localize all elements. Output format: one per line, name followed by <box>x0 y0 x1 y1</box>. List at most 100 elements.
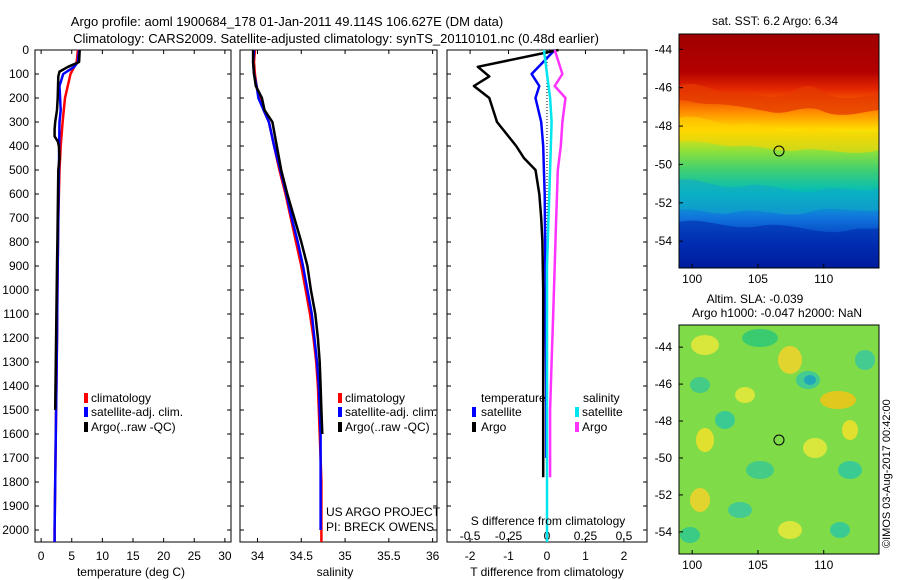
credit-project: US ARGO PROJECT <box>326 505 441 519</box>
series-salinity-argo <box>548 49 567 478</box>
x-tick-label: -2 <box>465 549 476 563</box>
lat-tick-label: -52 <box>655 196 673 210</box>
imos-timestamp: ©IMOS 03-Aug-2017 00:42:00 <box>881 399 893 548</box>
depth-tick-label: 200 <box>9 91 29 105</box>
depth-tick-label: 300 <box>9 115 29 129</box>
depth-tick-label: 1600 <box>2 427 29 441</box>
legend-swatch-argo <box>338 422 342 432</box>
credit-pi: PI: BRECK OWENS <box>326 520 434 534</box>
sla-anomaly <box>690 377 710 393</box>
legend-label-climatology: climatology <box>91 391 151 405</box>
depth-tick-label: 1000 <box>2 283 29 297</box>
depth-tick-label: 900 <box>9 259 29 273</box>
salinity-plot: 34 34.5 35 35.5 36 <box>251 49 440 563</box>
sla-anomaly <box>830 522 850 538</box>
depth-tick-label: 100 <box>9 67 29 81</box>
sla-anomaly <box>820 391 856 409</box>
argo-float-marker <box>773 434 785 446</box>
difference-legend: temperature salinity satellite Argo sate… <box>472 391 623 434</box>
sst-cool-band <box>679 179 879 215</box>
depth-tick-label: 1300 <box>2 355 29 369</box>
lon-tick-label: 110 <box>814 272 833 286</box>
lat-tick-label: -48 <box>655 119 673 133</box>
sla-anomaly <box>778 521 802 539</box>
sla-anomaly <box>696 428 714 452</box>
x-tick-label: 1 <box>582 549 589 563</box>
sla-anomaly <box>746 461 774 479</box>
depth-tick-label: 400 <box>9 139 29 153</box>
lon-tick-label: 105 <box>748 272 768 286</box>
depth-tick-label: 800 <box>9 235 29 249</box>
legend-temperature-title: temperature <box>481 391 546 405</box>
x-tick-label: 15 <box>126 549 140 563</box>
sla-anomaly <box>803 438 827 458</box>
series-temperature-argo <box>472 48 559 478</box>
legend-swatch-climatology <box>84 393 88 403</box>
depth-axis: 0 100 200 300 400 500 600 700 800 900 1000 1100 1200… <box>2 43 647 537</box>
lon-tick-label: 110 <box>814 558 833 572</box>
x-tick-label: 34 <box>251 549 265 563</box>
depth-tick-label: 2000 <box>2 523 29 537</box>
depth-tick-label: 0 <box>22 43 29 57</box>
x-tick-label: 0 <box>544 549 551 563</box>
lon-tick-label: 105 <box>748 558 768 572</box>
lon-tick-label: 100 <box>682 272 702 286</box>
lat-tick-label: -50 <box>655 157 673 171</box>
sla-anomaly <box>691 335 719 355</box>
legend-label-satellite: satellite-adj. clim. <box>91 405 183 419</box>
sla-map <box>679 325 879 554</box>
x-tick-label: 36 <box>426 549 440 563</box>
x-tick-label: 25 <box>188 549 202 563</box>
lat-tick-label: -46 <box>655 81 673 95</box>
lat-tick-label: -46 <box>655 377 673 391</box>
x-tick-label: 35 <box>338 549 352 563</box>
legend-label-sal-argo: Argo <box>582 420 608 434</box>
salinity-legend: climatology satellite-adj. clim. Argo(..… <box>326 391 441 534</box>
sst-warm-front <box>679 83 879 115</box>
x-tick-label: 30 <box>218 549 232 563</box>
legend-label-climatology: climatology <box>345 391 405 405</box>
depth-tick-label: 1100 <box>3 307 29 321</box>
depth-tick-label: 1800 <box>2 475 29 489</box>
panel-salinity-frame <box>239 49 438 543</box>
s-tick-label: 0.25 <box>574 529 598 543</box>
legend-salinity-title: salinity <box>583 391 620 405</box>
lat-tick-label: -44 <box>655 42 673 56</box>
sla-anomaly <box>690 488 710 512</box>
sst-deep-band <box>679 220 879 268</box>
x-tick-label: 34.5 <box>290 549 314 563</box>
temperature-legend: climatology satellite-adj. clim. Argo(..… <box>84 391 183 434</box>
x-tick-label: 35.5 <box>377 549 401 563</box>
lat-tick-label: -54 <box>655 234 673 248</box>
sla-anomaly <box>855 350 875 370</box>
x-tick-label: 2 <box>621 549 628 563</box>
lat-tick-label: -52 <box>655 488 673 502</box>
sla-anomaly <box>842 420 858 440</box>
salinity-axis-title: salinity <box>317 565 354 579</box>
lat-tick-label: -54 <box>655 525 673 539</box>
legend-swatch-temp-satellite <box>472 407 476 417</box>
sla-anomaly <box>715 411 735 429</box>
x-tick-label: 0 <box>38 549 45 563</box>
legend-swatch-sal-argo <box>575 422 579 432</box>
sla-anomaly <box>804 375 816 385</box>
sst-map <box>679 34 879 268</box>
s-tick-label: -0.25 <box>495 529 523 543</box>
sla-anomaly <box>728 502 752 518</box>
x-tick-label: 20 <box>157 549 171 563</box>
header-title-line1: Argo profile: aoml 1900684_178 01-Jan-20… <box>71 14 503 29</box>
series-satellite-adj-clim- <box>53 49 81 542</box>
legend-swatch-satellite <box>338 407 342 417</box>
legend-label-argo: Argo(..raw -QC) <box>345 420 430 434</box>
panel-temperature-frame <box>34 49 232 543</box>
lon-tick-label: 100 <box>682 558 702 572</box>
s-tick-label: 0.5 <box>616 529 633 543</box>
sst-map-frame <box>678 33 880 269</box>
lat-tick-label: -50 <box>655 451 673 465</box>
depth-tick-label: 700 <box>9 211 29 225</box>
depth-tick-label: 1200 <box>2 331 29 345</box>
legend-label-argo: Argo(..raw -QC) <box>91 420 176 434</box>
depth-tick-label: 1900 <box>2 499 29 513</box>
t-difference-axis-title: T difference from climatology <box>470 565 624 579</box>
